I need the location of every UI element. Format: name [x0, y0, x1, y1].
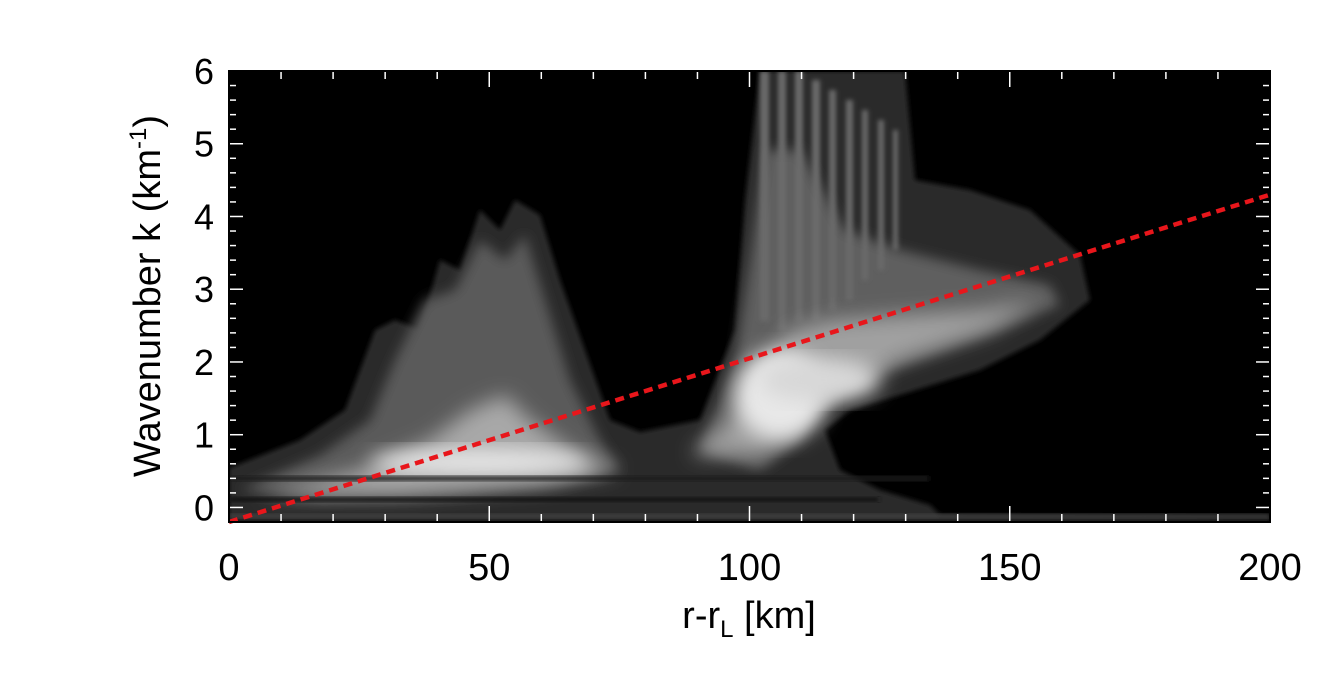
y-axis-label: Wavenumber k (km-1): [125, 115, 169, 477]
y-axis-tick-labels: 0 1 2 3 4 5 6: [194, 51, 214, 528]
x-tick-label: 200: [1238, 547, 1301, 589]
x-tick-label: 50: [468, 547, 510, 589]
x-axis-tick-labels: 0 50 100 150 200: [218, 547, 1301, 589]
y-tick-label: 2: [194, 342, 214, 383]
y-tick-label: 6: [194, 51, 214, 92]
plot-frame: [228, 70, 1271, 523]
x-tick-label: 100: [718, 547, 781, 589]
heatmap-texture: [229, 71, 1270, 522]
y-tick-label: 3: [194, 269, 214, 310]
x-tick-label: 0: [218, 547, 239, 589]
x-axis-label: r-rL [km]: [682, 595, 816, 643]
y-tick-label: 1: [194, 415, 214, 456]
y-tick-label: 0: [194, 487, 214, 528]
x-tick-label: 150: [978, 547, 1041, 589]
y-tick-label: 5: [194, 124, 214, 165]
red-dotted-fit-line: [228, 192, 1271, 525]
y-tick-label: 4: [194, 196, 214, 237]
